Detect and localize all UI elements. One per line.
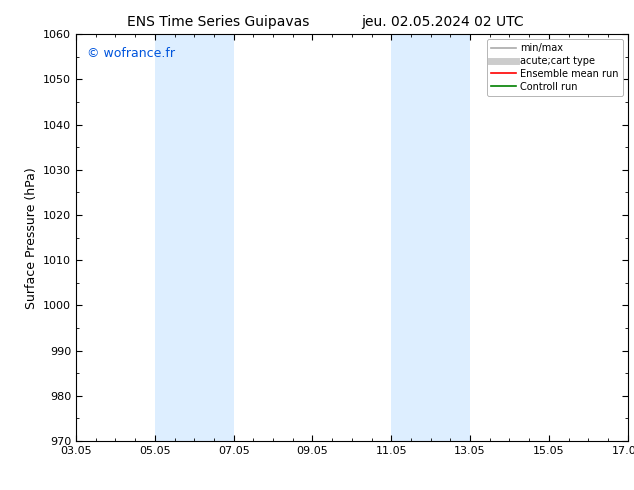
Bar — [155, 34, 234, 441]
Text: jeu. 02.05.2024 02 UTC: jeu. 02.05.2024 02 UTC — [361, 15, 524, 29]
Bar — [391, 34, 470, 441]
Text: ENS Time Series Guipavas: ENS Time Series Guipavas — [127, 15, 309, 29]
Y-axis label: Surface Pressure (hPa): Surface Pressure (hPa) — [25, 167, 37, 309]
Legend: min/max, acute;cart type, Ensemble mean run, Controll run: min/max, acute;cart type, Ensemble mean … — [488, 39, 623, 96]
Text: © wofrance.fr: © wofrance.fr — [87, 47, 175, 59]
